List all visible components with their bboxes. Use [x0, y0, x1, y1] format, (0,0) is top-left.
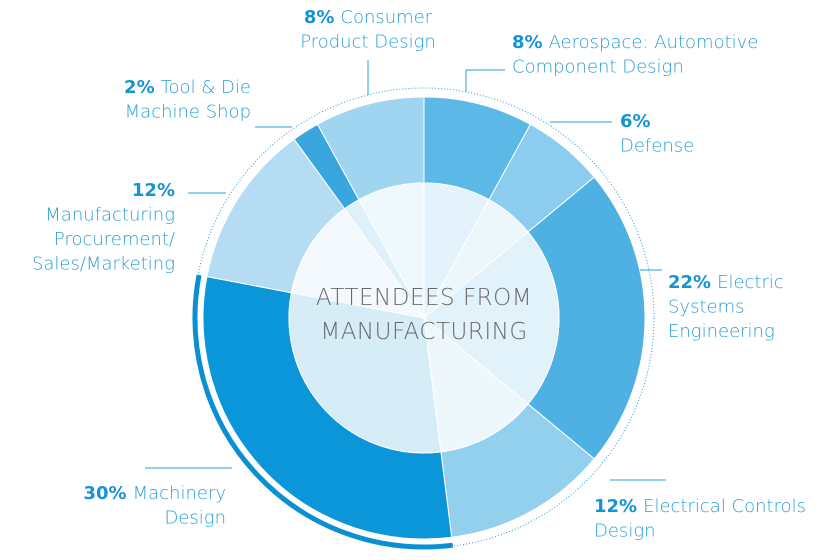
category-label: Tool & Die [161, 77, 251, 98]
slice-label: 6% [620, 111, 651, 132]
category-label: Component Design [512, 57, 684, 78]
inner-wedge [423, 316, 529, 453]
value-label: 6% [620, 111, 651, 132]
value-label: 8% [304, 7, 335, 28]
highlight-arc [192, 274, 454, 550]
category-label: Manufacturing [45, 205, 175, 226]
category-label: Product Design [300, 32, 436, 53]
category-label: Consumer [340, 7, 432, 28]
category-label: Procurement/ [54, 229, 175, 250]
category-label: Aerospace: Automotive [549, 32, 759, 53]
outer-dotted-ring [193, 87, 655, 549]
slices [192, 96, 646, 550]
inner-wedge [423, 231, 560, 405]
slice-label: 8% Consumer [304, 7, 433, 28]
category-label: Electric [717, 272, 784, 293]
slice-label: 12% Electrical Controls [594, 496, 806, 517]
category-label: Electrical Controls [643, 496, 806, 517]
category-label: Design [164, 508, 226, 529]
chart-title: MANUFACTURING [320, 319, 527, 345]
value-label: 22% [668, 272, 711, 293]
category-label: Systems [668, 297, 745, 318]
category-label: Sales/Marketing [32, 254, 175, 275]
leader-line [465, 69, 505, 92]
value-label: 2% [124, 77, 155, 98]
inner-overlay [289, 183, 559, 453]
value-label: 12% [132, 180, 175, 201]
value-label: 8% [512, 32, 543, 53]
category-label: Defense [620, 136, 694, 157]
inner-wedge [290, 208, 426, 319]
chart-title: ATTENDEES FROM [316, 285, 532, 311]
inner-wedge [358, 182, 425, 319]
value-label: 30% [84, 483, 127, 504]
category-label: Machinery [133, 483, 226, 504]
category-label: Machine Shop [125, 102, 251, 123]
slice-label: 22% Electric [668, 272, 784, 293]
slice-label: 30% Machinery [84, 483, 227, 504]
slice-label: 8% Aerospace: Automotive [512, 32, 758, 53]
slice-label: 2% Tool & Die [124, 77, 251, 98]
category-label: Design [594, 521, 656, 542]
inner-wedge [288, 292, 442, 454]
slice-label: 12% [132, 180, 175, 201]
value-label: 12% [594, 496, 637, 517]
category-label: Engineering [668, 321, 775, 342]
labels: 8% Aerospace: Automotive Component Design 6… [32, 7, 806, 542]
